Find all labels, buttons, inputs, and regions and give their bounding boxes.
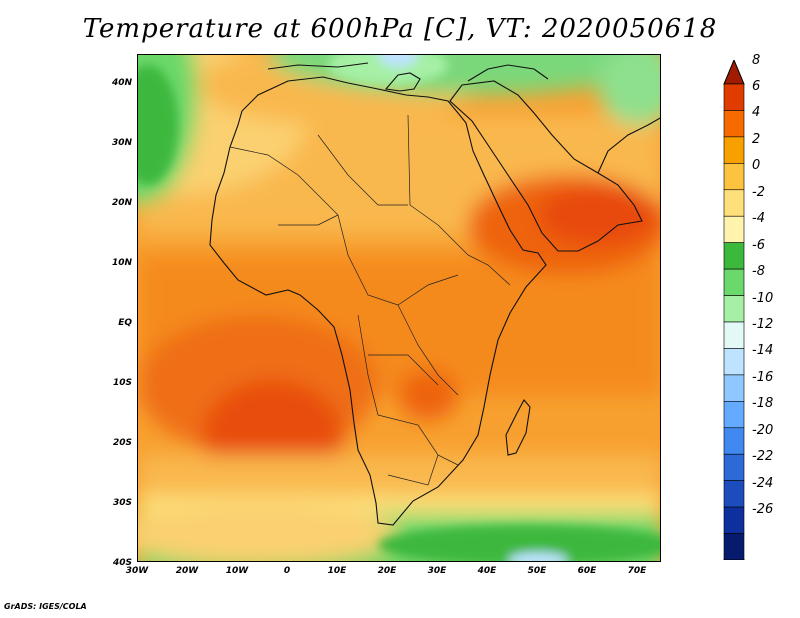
map-svg xyxy=(138,55,660,561)
colorbar-label: -26 xyxy=(752,502,774,518)
lat-label: EQ xyxy=(118,318,132,328)
colorbar-segment xyxy=(723,374,745,402)
colorbar-label: -22 xyxy=(752,449,774,465)
lat-label: 30N xyxy=(111,138,132,148)
lat-label: 20N xyxy=(111,198,132,208)
lon-label: 20W xyxy=(175,566,199,576)
lat-label: 30S xyxy=(112,498,132,508)
colorbar-label: -10 xyxy=(752,290,774,306)
colorbar-label: -4 xyxy=(752,211,765,227)
lat-label: 40S xyxy=(112,558,132,568)
temperature-map xyxy=(137,54,661,562)
lon-label: 10W xyxy=(225,566,249,576)
lon-label: 40E xyxy=(477,566,497,576)
lat-label: 40N xyxy=(111,78,132,88)
lon-label: 60E xyxy=(577,566,597,576)
colorbar-segment xyxy=(723,242,745,270)
colorbar-label: 2 xyxy=(752,131,761,147)
colorbar-segment xyxy=(723,110,745,138)
lon-label: 70E xyxy=(627,566,647,576)
coastlines xyxy=(209,62,660,526)
colorbar-segment xyxy=(723,427,745,455)
colorbar-segment xyxy=(723,506,745,534)
lat-label: 10S xyxy=(112,378,132,388)
colorbar-segment xyxy=(723,453,745,481)
colorbar-label: -20 xyxy=(752,422,774,438)
colorbar-top-triangle xyxy=(723,60,745,85)
colorbar-segment xyxy=(723,83,745,111)
lon-label: 30W xyxy=(125,566,149,576)
colorbar-segment xyxy=(723,268,745,296)
colorbar-segment xyxy=(723,163,745,191)
colorbar-label: -14 xyxy=(752,343,774,359)
colorbar-label: -2 xyxy=(752,184,765,200)
lon-label: 10E xyxy=(327,566,347,576)
lon-label: 20E xyxy=(377,566,397,576)
colorbar-segment xyxy=(723,401,745,429)
lat-label: 20S xyxy=(112,438,132,448)
colorbar-label: 0 xyxy=(752,158,761,174)
colorbar-label: 4 xyxy=(752,105,761,121)
colorbar-segment xyxy=(723,321,745,349)
colorbar-label: -18 xyxy=(752,396,774,412)
colorbar-segment xyxy=(723,215,745,243)
colorbar-segment xyxy=(723,480,745,508)
colorbar-label: -12 xyxy=(752,317,774,332)
colorbar-segment xyxy=(723,348,745,376)
colorbar-segment xyxy=(723,533,745,560)
lat-label: 10N xyxy=(111,258,132,268)
lon-label: 0 xyxy=(283,566,291,576)
colorbar-segment xyxy=(723,295,745,323)
map-title: Temperature at 600hPa [C], VT: 202005061… xyxy=(82,14,718,44)
lon-label: 50E xyxy=(527,566,547,576)
colorbar-segment xyxy=(723,189,745,217)
country-borders xyxy=(229,114,511,486)
colorbar-label: -6 xyxy=(752,237,765,253)
colorbar-label: 6 xyxy=(752,79,761,94)
credit-footer: GrADS: IGES/COLA xyxy=(4,602,87,611)
colorbar-segment xyxy=(723,136,745,164)
lon-label: 30E xyxy=(427,566,447,576)
colorbar-label: -24 xyxy=(752,475,774,491)
colorbar xyxy=(723,60,745,560)
colorbar-label: -8 xyxy=(752,264,765,280)
colorbar-label: 8 xyxy=(752,52,761,68)
colorbar-label: -16 xyxy=(752,369,774,385)
